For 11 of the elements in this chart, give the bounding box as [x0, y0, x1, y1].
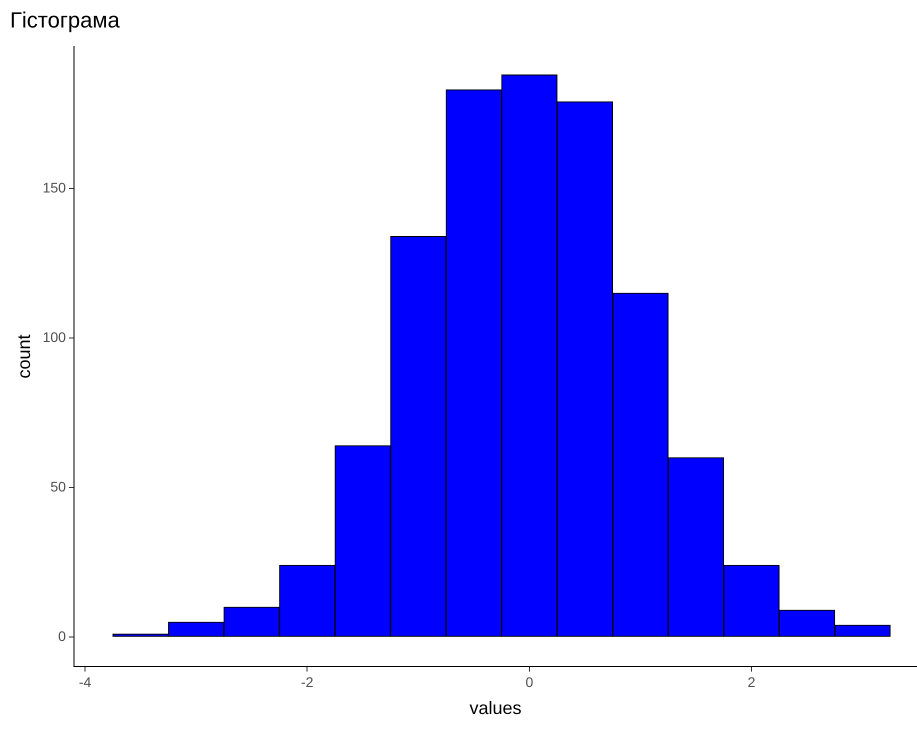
- chart-title: Гістограма: [10, 7, 120, 32]
- x-tick-label: -4: [78, 674, 92, 690]
- y-tick-label: 50: [50, 478, 66, 494]
- y-tick-label: 0: [58, 628, 66, 644]
- y-axis-title: count: [14, 334, 34, 379]
- x-tick-label: 2: [748, 674, 756, 690]
- y-tick-label: 150: [42, 179, 66, 196]
- x-tick-label: 0: [525, 674, 534, 690]
- x-tick-label: -2: [300, 674, 314, 690]
- x-axis-title: values: [469, 698, 522, 718]
- y-tick-label: 100: [42, 328, 66, 345]
